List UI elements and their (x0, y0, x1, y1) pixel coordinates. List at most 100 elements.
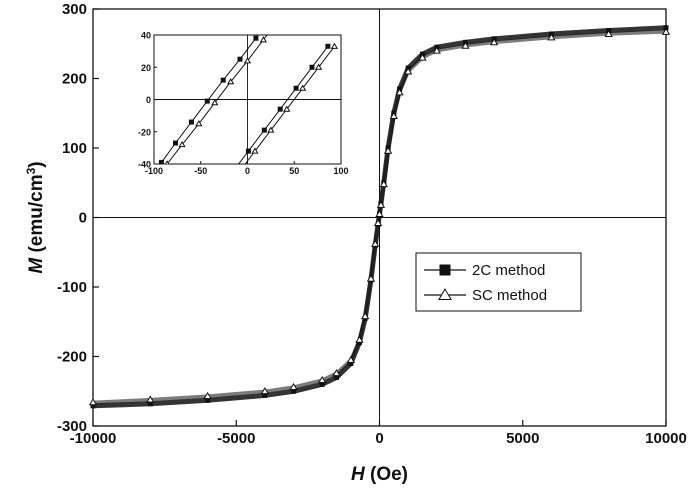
inset-data-point (220, 77, 226, 83)
inset-data-point (195, 119, 203, 127)
data-point (361, 311, 370, 320)
data-point (346, 355, 356, 363)
y-axis-superscript: 3 (24, 167, 38, 174)
data-point (375, 209, 384, 217)
data-point (373, 218, 383, 226)
inset-y-tick-label: 40 (141, 31, 151, 41)
y-tick-label: 0 (79, 210, 87, 227)
data-point (403, 67, 413, 75)
inset-y-tick-label: 0 (146, 95, 151, 105)
inset-series-sc-method (164, 16, 339, 174)
data-point (334, 374, 340, 380)
legend-label: SC method (472, 287, 547, 304)
x-tick-label: -10000 (70, 430, 117, 447)
y-tick-label: 200 (62, 71, 87, 88)
inset-data-point (230, 170, 235, 175)
main-plot: -10000 -5000 0 5000 10000-300-200-1000100200… (57, 1, 687, 447)
data-point (260, 387, 270, 395)
data-point (318, 375, 327, 384)
data-point (289, 382, 298, 391)
data-point (418, 53, 427, 61)
data-point (205, 397, 211, 403)
inset-data-point (164, 160, 170, 164)
y-axis-close: ) (26, 161, 47, 167)
inset-curves (158, 15, 339, 175)
inset-data-point (227, 78, 235, 85)
series-sc-method (88, 27, 671, 406)
y-tick-label: 300 (62, 1, 87, 18)
inset-y-tick-label: -40 (138, 160, 151, 170)
x-axis-title: H (Oe) (351, 464, 408, 485)
data-point (291, 388, 297, 394)
data-point (319, 381, 325, 387)
inset-data-point (173, 140, 179, 146)
data-point (371, 239, 380, 247)
inset-x-tick-label: -100 (145, 166, 163, 176)
data-point (547, 33, 556, 41)
x-tick-label: 0 (375, 430, 383, 447)
legend: 2C method SC method (415, 252, 582, 312)
data-point (379, 179, 388, 188)
legend-label: 2C method (472, 262, 545, 279)
inset-data-point (261, 127, 267, 133)
inset-data-point (211, 99, 219, 106)
inset-branch-line (238, 45, 329, 164)
data-point (332, 368, 341, 377)
inset-data-point (188, 119, 194, 125)
inset-data-point (259, 36, 268, 43)
x-axis-unit: (Oe) (365, 464, 408, 485)
inset-branch-line (244, 45, 335, 164)
y-tick-label: -100 (57, 279, 87, 296)
y-tick-label: -200 (57, 349, 87, 366)
inset-data-point (325, 43, 331, 49)
inset-data-point (237, 56, 243, 62)
data-point (355, 335, 364, 343)
inset-x-tick-label: 0 (245, 166, 250, 176)
y-axis-unit: (emu/cm (26, 174, 47, 257)
inset-data-point (283, 105, 291, 112)
inset-x-tick-label: -50 (194, 166, 207, 176)
data-point (604, 29, 613, 37)
inset-y-tick-label: 20 (141, 63, 151, 73)
inset-x-tick-label: 100 (333, 166, 348, 176)
x-tick-label: -5000 (217, 430, 255, 447)
inset-data-point (245, 148, 251, 154)
legend-item: 2C method (424, 262, 545, 279)
data-point (203, 391, 212, 400)
data-point (262, 392, 268, 398)
legend-box (415, 252, 582, 312)
inset-data-point (269, 15, 274, 20)
data-point (90, 403, 96, 409)
data-point (146, 395, 155, 403)
inset-data-point (309, 64, 315, 70)
axis-titles: H (Oe) M (emu/cm3) (24, 161, 408, 485)
inset-data-point (236, 169, 242, 174)
data-point (489, 38, 499, 46)
inset-y-tick-label: -20 (138, 127, 151, 137)
x-tick-label: 10000 (645, 430, 687, 447)
inset-x-tick-label: 50 (289, 166, 299, 176)
inset-data-point (158, 159, 164, 164)
inset-data-point (243, 57, 252, 64)
data-point (366, 274, 376, 282)
inset-data-point (314, 63, 323, 70)
legend-item: SC method (424, 287, 547, 304)
x-tick-label: 5000 (506, 430, 539, 447)
legend-marker (439, 264, 451, 276)
data-point (661, 27, 671, 35)
legend-marker (438, 288, 452, 300)
y-tick-label: 100 (62, 140, 87, 157)
data-point (395, 88, 404, 96)
x-axis-symbol: H (351, 464, 366, 485)
inset-branch-line (166, 35, 268, 164)
inset-data-point (277, 16, 283, 21)
data-point (432, 46, 441, 54)
inset-data-point (267, 126, 275, 133)
data-point (461, 41, 470, 49)
inset-data-point (251, 147, 259, 154)
y-tick-label: -300 (57, 418, 87, 435)
data-point (88, 398, 98, 406)
inset-branch-line (161, 35, 259, 163)
y-axis-title: M (emu/cm3) (24, 161, 47, 273)
